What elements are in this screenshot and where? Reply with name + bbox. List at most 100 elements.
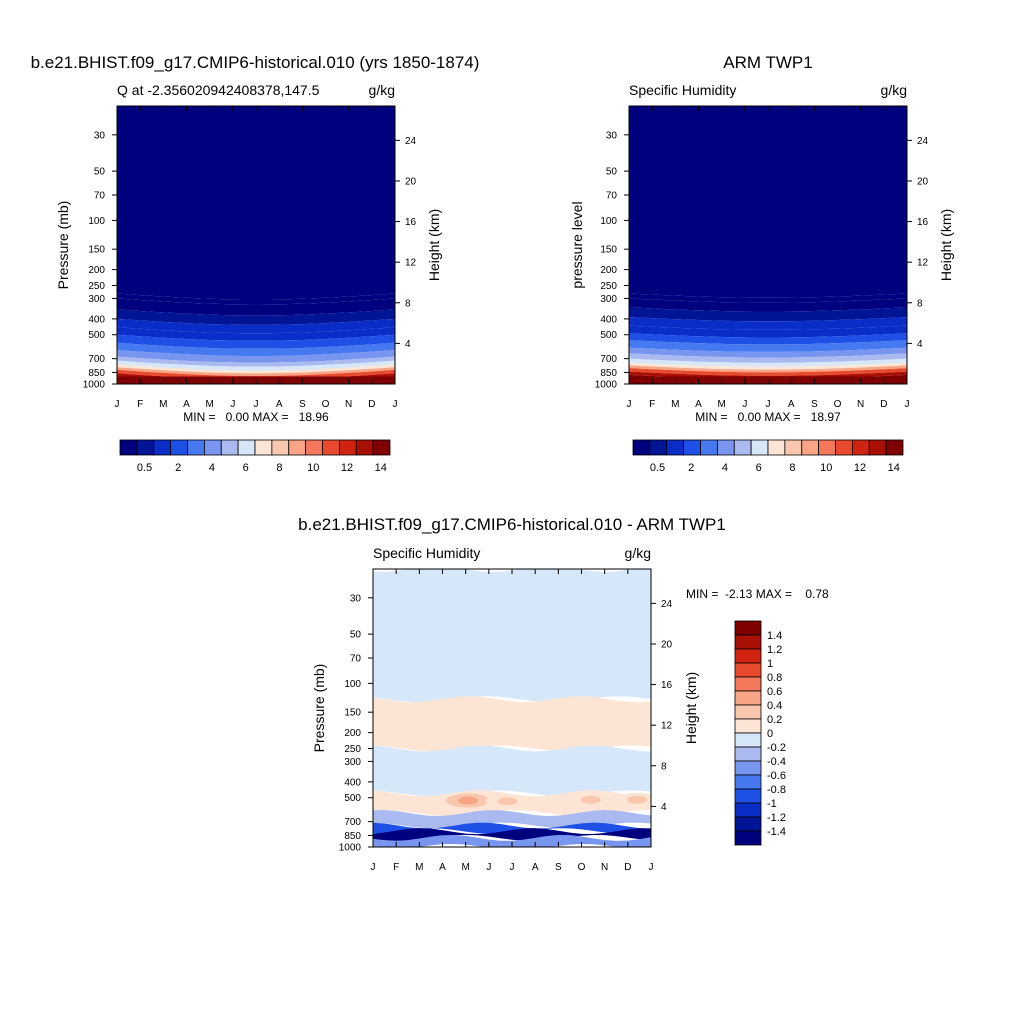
contour-band (629, 353, 907, 363)
contour-band (117, 318, 395, 334)
x-tick-label: D (880, 399, 887, 410)
colorbar-swatch (818, 439, 836, 456)
panel-2-colorbar: 0.5 2 4 6 8 10 12 14 (632, 439, 904, 474)
panel-1-subtitle-left: Q at -2.356020942408378,147.5 (117, 82, 320, 98)
colorbar-swatch (338, 439, 357, 456)
x-tick-label: A (532, 862, 539, 873)
contour-band (373, 828, 651, 841)
colorbar-swatch (734, 760, 762, 776)
x-tick-label: M (461, 862, 469, 873)
panel-difference: b.e21.BHIST.f09_g17.CMIP6-historical.010… (298, 515, 829, 873)
y-right-tick-label: 20 (405, 176, 417, 187)
panel-1-title: b.e21.BHIST.f09_g17.CMIP6-historical.010… (31, 53, 480, 72)
y-tick-label: 700 (600, 354, 617, 365)
colorbar-tick-label: 10 (820, 462, 832, 474)
y-right-tick-label: 4 (917, 339, 923, 350)
colorbar-swatch (187, 439, 205, 456)
y-tick-label: 700 (344, 817, 361, 828)
panel-2-stats: MIN = 0.00 MAX = 18.97 (695, 410, 841, 424)
colorbar-swatch (254, 439, 273, 456)
contour-band (629, 106, 907, 298)
colorbar-swatch (734, 816, 762, 832)
panel-3-ylabel-right: Height (km) (683, 672, 699, 744)
colorbar-swatch (322, 439, 340, 456)
colorbar-swatch (153, 439, 172, 456)
y-tick-label: 30 (350, 593, 362, 604)
y-tick-label: 100 (88, 216, 105, 227)
colorbar-tick-label: 2 (175, 462, 181, 474)
panel-3-subtitle-left: Specific Humidity (373, 545, 480, 561)
colorbar-tick-label: 1.4 (767, 630, 782, 642)
y-right-tick-label: 20 (661, 639, 673, 650)
colorbar-tick-label: -0.6 (767, 770, 786, 782)
colorbar-tick-label: 0.5 (650, 462, 665, 474)
colorbar-swatch (784, 439, 803, 456)
colorbar-swatch (734, 676, 762, 692)
x-tick-label: A (788, 399, 795, 410)
contour-band (117, 350, 395, 363)
y-right-tick-label: 12 (917, 258, 929, 269)
colorbar-tick-label: 12 (341, 462, 353, 474)
colorbar-tick-label: 1.2 (767, 644, 782, 656)
colorbar-tick-label: -1 (767, 798, 777, 810)
x-tick-label: J (371, 862, 376, 873)
x-tick-label: M (671, 399, 679, 410)
colorbar-tick-label: -0.2 (767, 742, 786, 754)
y-tick-label: 70 (94, 191, 106, 202)
y-tick-label: 50 (350, 630, 362, 641)
contour-band (117, 367, 395, 376)
contour-band (629, 307, 907, 322)
colorbar-tick-label: 14 (888, 462, 900, 474)
contour-band (117, 293, 395, 305)
colorbar-swatch (734, 746, 762, 762)
colorbar-swatch (203, 439, 222, 456)
colorbar-swatch (734, 774, 762, 790)
x-tick-label: S (299, 399, 306, 410)
panel-3-ylabel: Pressure (mb) (311, 664, 327, 753)
colorbar-swatch (734, 830, 762, 846)
colorbar-swatch (734, 634, 762, 650)
colorbar-tick-label: 4 (722, 462, 728, 474)
colorbar-swatch (734, 620, 762, 636)
y-tick-label: 200 (600, 265, 617, 276)
contour-band (629, 358, 907, 367)
y-tick-label: 700 (88, 354, 105, 365)
contour-band (117, 364, 395, 374)
colorbar-tick-label: 8 (789, 462, 795, 474)
colorbar-tick-label: 12 (854, 462, 866, 474)
panel-observation: ARM TWP1 Specific Humidity g/kg J F M A M J J A… (569, 53, 954, 474)
contour-band (117, 360, 395, 371)
x-tick-label: M (205, 399, 213, 410)
y-tick-label: 100 (344, 679, 361, 690)
y-tick-label: 70 (606, 191, 618, 202)
panel-3-plot: J F M A M J J A S O N D J 30 50 70 100 150 200 250 300 400 500… (339, 568, 673, 873)
y-tick-label: 50 (606, 167, 618, 178)
field-contours (629, 106, 907, 384)
panel-1-ylabel-right: Height (km) (426, 209, 442, 281)
y-tick-label: 1000 (83, 380, 106, 391)
x-tick-label: J (742, 399, 747, 410)
panel-2-title: ARM TWP1 (723, 53, 812, 72)
y-tick-label: 850 (88, 368, 105, 379)
x-tick-label: A (276, 399, 283, 410)
contour-band (373, 569, 651, 703)
colorbar-swatch (170, 439, 188, 456)
panel-3-subtitle-right: g/kg (625, 545, 651, 561)
contour-band (117, 327, 395, 341)
x-tick-label: M (717, 399, 725, 410)
contour-band (117, 106, 395, 300)
y-tick-label: 1000 (595, 380, 618, 391)
panel-1-stats: MIN = 0.00 MAX = 18.96 (183, 410, 329, 424)
anomaly-contour (457, 796, 478, 805)
colorbar-swatch (666, 439, 685, 456)
colorbar-tick-label: 0.5 (137, 462, 152, 474)
colorbar-swatch (835, 439, 853, 456)
x-tick-label: F (393, 862, 399, 873)
x-tick-label: F (137, 399, 143, 410)
colorbar-swatch (734, 732, 762, 748)
y-right-tick-label: 12 (405, 258, 417, 269)
y-tick-label: 500 (600, 330, 617, 341)
y-tick-label: 400 (344, 777, 361, 788)
y-tick-label: 250 (344, 744, 361, 755)
colorbar-swatch (885, 439, 904, 456)
